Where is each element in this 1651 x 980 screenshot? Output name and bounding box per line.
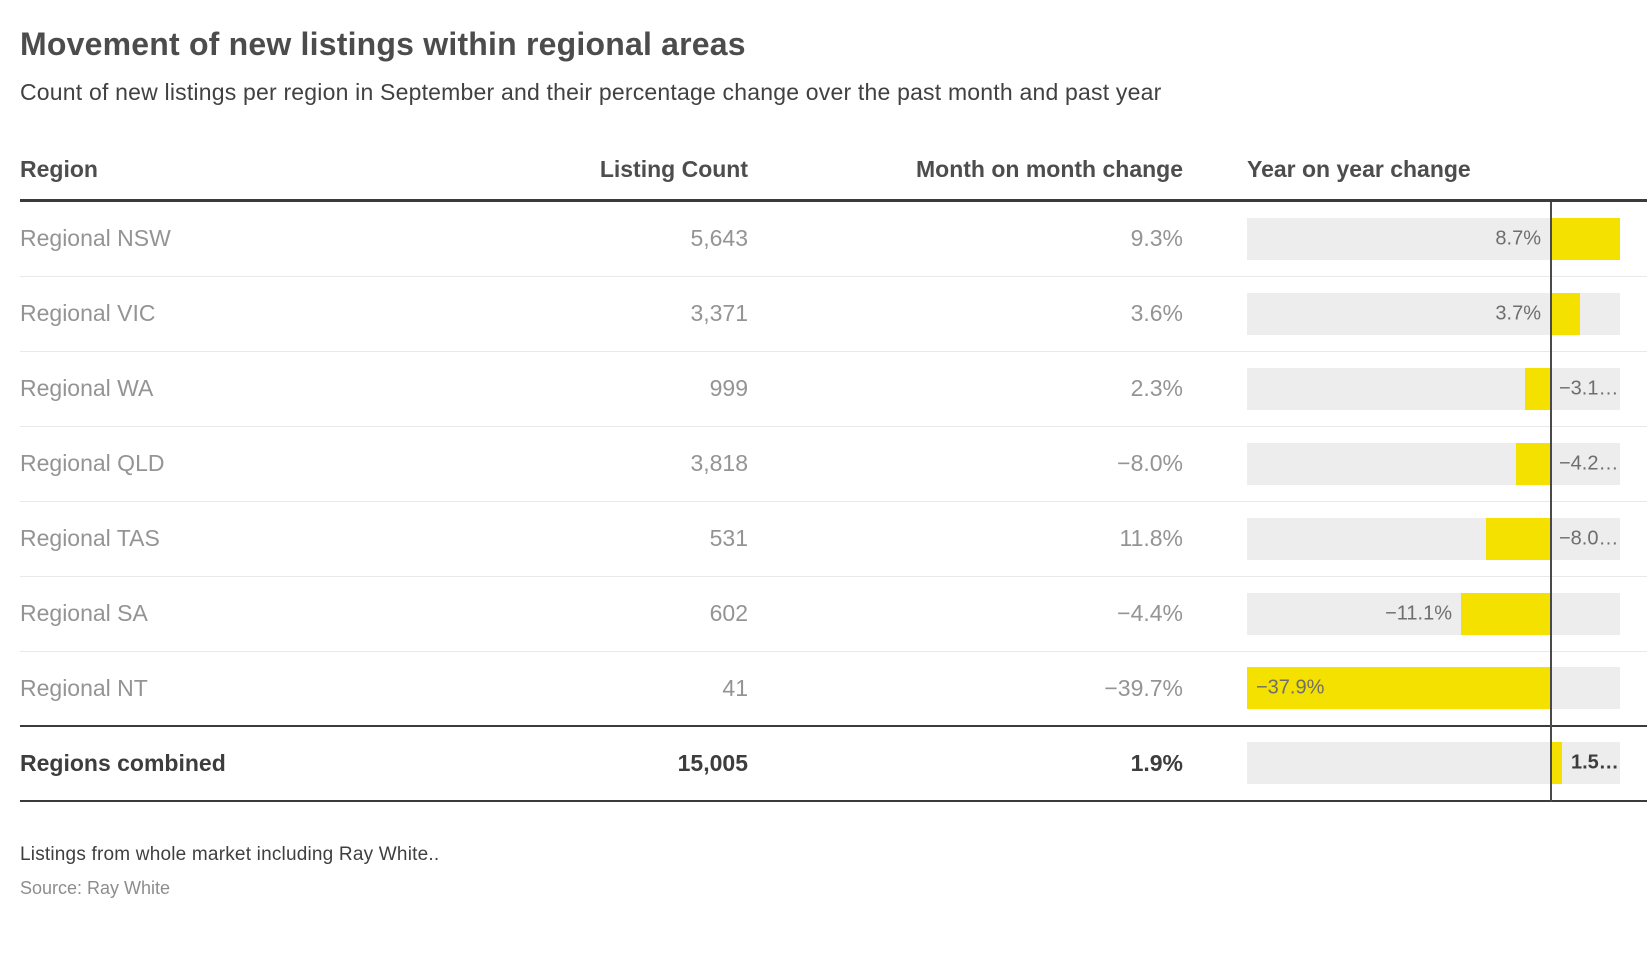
region-cell: Regional SA: [20, 600, 148, 627]
mom-change-cell: 1.9%: [1130, 749, 1183, 776]
mom-change-cell: 9.3%: [1130, 225, 1183, 252]
region-cell: Regional TAS: [20, 525, 160, 552]
yoy-bar-label: −37.9%: [1256, 676, 1325, 699]
yoy-bar: [1516, 442, 1550, 485]
yoy-bar: [1550, 217, 1620, 260]
region-cell: Regional VIC: [20, 300, 156, 327]
listing-count-cell: 602: [709, 600, 748, 627]
region-cell: Regional NSW: [20, 225, 171, 252]
yoy-bar-track: 1.5…: [1247, 742, 1620, 785]
listing-count-cell: 531: [709, 525, 748, 552]
yoy-bar-track: −4.2…: [1247, 442, 1620, 485]
region-cell: Regional WA: [20, 375, 154, 402]
yoy-bar-track: 8.7%: [1247, 217, 1620, 260]
listing-count-cell: 999: [709, 375, 748, 402]
listing-count-cell: 41: [722, 674, 748, 701]
table-row: Regional QLD 3,818 −8.0% −4.2…: [20, 427, 1647, 502]
yoy-bar: [1550, 742, 1562, 785]
footnote: Listings from whole market including Ray…: [20, 843, 440, 865]
mom-change-cell: 3.6%: [1130, 300, 1183, 327]
region-cell: Regions combined: [20, 749, 226, 776]
chart-container: Movement of new listings within regional…: [20, 26, 1647, 898]
column-header-year-on-year: Year on year change: [1247, 155, 1471, 182]
yoy-bar: [1461, 592, 1550, 635]
column-header-region: Region: [20, 155, 98, 182]
column-header-month-on-month: Month on month change: [915, 155, 1183, 182]
yoy-bar: [1247, 667, 1550, 710]
table-row: Regions combined 15,005 1.9% 1.5…: [20, 727, 1647, 802]
yoy-bar: [1525, 367, 1550, 410]
mom-change-cell: 11.8%: [1119, 525, 1183, 552]
mom-change-cell: −4.4%: [1117, 600, 1183, 627]
table-row: Regional WA 999 2.3% −3.1…: [20, 352, 1647, 427]
region-cell: Regional QLD: [20, 450, 165, 477]
mom-change-cell: 2.3%: [1130, 375, 1183, 402]
listing-count-cell: 3,371: [690, 300, 748, 327]
yoy-bar-track: −37.9%: [1247, 667, 1620, 710]
page-title: Movement of new listings within regional…: [20, 26, 746, 62]
yoy-bar-track: −8.0…: [1247, 517, 1620, 560]
chart-subtitle: Count of new listings per region in Sept…: [20, 78, 1162, 105]
yoy-bar: [1550, 292, 1580, 335]
yoy-bar-label: −3.1…: [1559, 377, 1619, 400]
yoy-bar-label: −4.2…: [1559, 452, 1619, 475]
yoy-bar-label: 3.7%: [1495, 302, 1541, 325]
listing-count-cell: 5,643: [690, 225, 748, 252]
source-credit: Source: Ray White: [20, 877, 171, 898]
table-body: Regional NSW 5,643 9.3% 8.7% Regional VI…: [20, 201, 1647, 802]
yoy-bar: [1486, 517, 1550, 560]
table-row: Regional NT 41 −39.7% −37.9%: [20, 652, 1647, 727]
yoy-bar-label: −11.1%: [1385, 602, 1452, 625]
table-row: Regional VIC 3,371 3.6% 3.7%: [20, 277, 1647, 352]
yoy-bar-track: −3.1…: [1247, 367, 1620, 410]
table-row: Regional NSW 5,643 9.3% 8.7%: [20, 202, 1647, 277]
mom-change-cell: −39.7%: [1104, 674, 1183, 701]
yoy-bar-label: 1.5…: [1571, 751, 1619, 774]
yoy-bar-label: 8.7%: [1495, 227, 1541, 250]
column-header-listing-count: Listing Count: [599, 155, 748, 182]
zero-axis-line: [1550, 201, 1552, 802]
yoy-bar-track: −11.1%: [1247, 592, 1620, 635]
table-header: Region Listing Count Month on month chan…: [20, 156, 1647, 202]
listing-count-cell: 15,005: [677, 749, 748, 776]
yoy-bar-label: −8.0…: [1559, 527, 1619, 550]
table-row: Regional SA 602 −4.4% −11.1%: [20, 577, 1647, 652]
mom-change-cell: −8.0%: [1117, 450, 1183, 477]
listing-count-cell: 3,818: [690, 450, 748, 477]
region-cell: Regional NT: [20, 674, 148, 701]
table-row: Regional TAS 531 11.8% −8.0…: [20, 502, 1647, 577]
yoy-bar-track: 3.7%: [1247, 292, 1620, 335]
